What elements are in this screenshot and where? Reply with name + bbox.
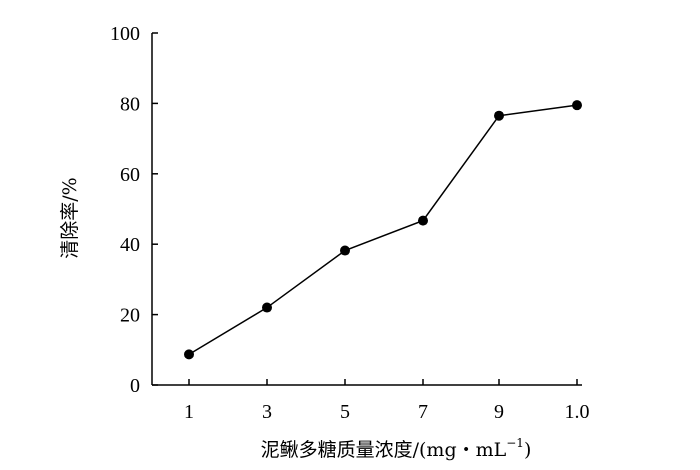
x-tick-label: 7 [418,401,428,423]
x-tick-label: 1.0 [565,401,590,423]
y-tick-label: 100 [110,23,140,45]
x-tick-label: 3 [262,401,272,423]
y-tick-label: 60 [120,164,140,186]
data-point [494,110,504,121]
x-axis-title-sup: −1 [506,436,524,450]
axes: 0 20 40 60 80 100 1 3 5 7 9 1.0 [110,23,590,423]
data-point [572,100,582,111]
data-point [340,245,350,256]
y-tick-label: 20 [120,305,140,327]
series-line [188,104,578,356]
data-point [418,215,428,226]
data-point [184,349,194,360]
plot-area [184,100,582,360]
y-axis-title: 清除率/% [59,177,81,258]
y-tick-label: 0 [130,375,140,397]
x-tick-label: 9 [494,401,504,423]
x-axis-title-main: 泥鳅多糖质量浓度/(mg・mL [261,439,507,461]
y-tick-label: 80 [120,93,140,115]
x-tick-label: 5 [340,401,350,423]
data-point [262,302,272,313]
x-axis-title-close: ) [524,439,531,461]
x-tick-label: 1 [184,401,194,423]
y-tick-label: 40 [120,234,140,256]
x-axis-title: 泥鳅多糖质量浓度/(mg・mL−1) [261,436,532,461]
